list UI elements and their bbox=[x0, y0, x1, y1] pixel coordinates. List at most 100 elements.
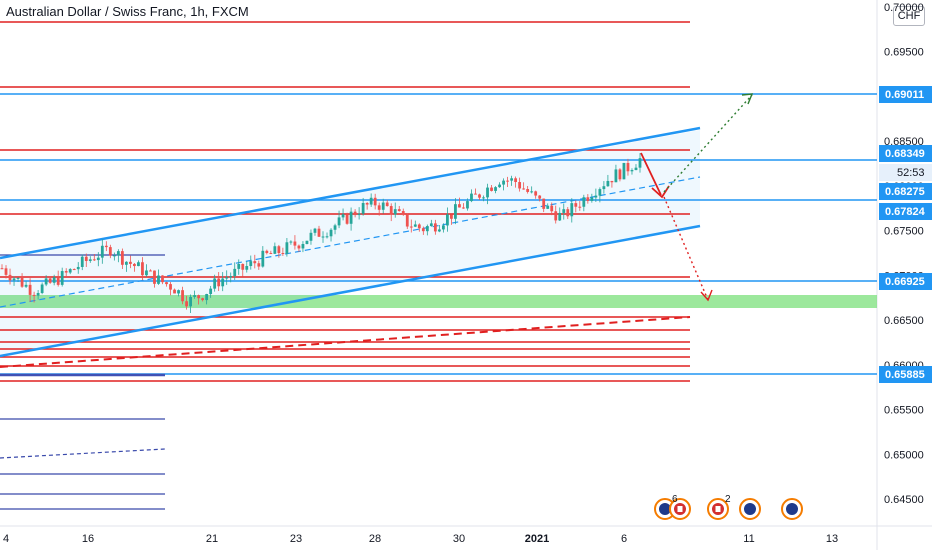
candle-body bbox=[285, 242, 289, 254]
y-tick-label: 0.67500 bbox=[884, 226, 924, 238]
candle-body bbox=[161, 275, 164, 283]
candle-body bbox=[124, 261, 128, 265]
x-tick-label: 13 bbox=[826, 533, 838, 545]
tag-support-text: 0.65885 bbox=[885, 369, 925, 381]
candle-body bbox=[80, 256, 84, 267]
candle-body bbox=[486, 187, 489, 198]
channel-lower-line[interactable] bbox=[0, 224, 701, 358]
tag-countdown bbox=[879, 164, 932, 181]
candle-body bbox=[173, 289, 176, 294]
candle-body bbox=[590, 197, 594, 201]
candle-body bbox=[317, 228, 321, 237]
candle-body bbox=[289, 241, 293, 243]
green-projection-head bbox=[741, 93, 754, 105]
candle-body bbox=[76, 266, 80, 270]
y-tick-label: 0.65500 bbox=[884, 405, 924, 417]
currency-badge[interactable]: CHF bbox=[893, 6, 925, 26]
candle-body bbox=[64, 271, 68, 273]
candle-body bbox=[562, 209, 566, 213]
candle-body bbox=[397, 209, 401, 212]
tag-current bbox=[879, 145, 932, 162]
candle-body bbox=[349, 211, 353, 224]
candle-body bbox=[137, 262, 140, 267]
x-tick-label: 23 bbox=[290, 533, 302, 545]
candle-body bbox=[185, 301, 188, 307]
candle-body bbox=[470, 193, 473, 202]
candle-body bbox=[357, 213, 361, 216]
candle-body bbox=[72, 269, 76, 271]
candle-body bbox=[454, 204, 457, 219]
candle-body bbox=[337, 217, 341, 226]
x-tick-label: 2021 bbox=[525, 533, 549, 545]
candle-body bbox=[84, 256, 88, 261]
candle-body bbox=[333, 225, 337, 230]
candle-body bbox=[610, 180, 614, 183]
event-badges[interactable]: 6 2 bbox=[654, 494, 803, 520]
y-tick-label: 0.65000 bbox=[884, 449, 924, 461]
candle-body bbox=[522, 188, 526, 190]
candle-body bbox=[425, 226, 429, 232]
candle-body bbox=[389, 206, 393, 215]
candle-body bbox=[169, 284, 172, 290]
candle-body bbox=[221, 278, 225, 287]
candle-body bbox=[141, 262, 144, 276]
candle-body bbox=[502, 180, 505, 185]
blue-level-lines[interactable] bbox=[0, 93, 877, 377]
candle-body bbox=[197, 295, 201, 299]
candle-body bbox=[365, 203, 369, 205]
price-axis[interactable]: 0.700000.695000.690000.685000.680000.675… bbox=[884, 2, 924, 506]
candle-body bbox=[606, 180, 610, 187]
candle-body bbox=[96, 257, 100, 261]
candle-body bbox=[458, 204, 461, 208]
candle-body bbox=[393, 209, 397, 215]
candle-body bbox=[345, 214, 349, 224]
candle-body bbox=[582, 197, 586, 207]
red-dotted-projection[interactable] bbox=[663, 196, 709, 301]
tag-mid-a bbox=[879, 183, 932, 200]
candle-body bbox=[377, 205, 381, 210]
candle-body bbox=[401, 211, 405, 215]
tag-mid-a-text: 0.68275 bbox=[885, 186, 925, 198]
candle-body bbox=[482, 197, 485, 199]
red-arrow-head bbox=[651, 185, 670, 199]
candle-body bbox=[373, 197, 377, 206]
x-tick-label: 21 bbox=[206, 533, 218, 545]
support-zone[interactable] bbox=[0, 295, 877, 308]
candle-body bbox=[614, 169, 618, 183]
candle-body bbox=[602, 186, 606, 190]
candle-body bbox=[56, 277, 60, 285]
candle-body bbox=[225, 277, 229, 279]
candle-body bbox=[538, 195, 542, 199]
candle-body bbox=[441, 225, 445, 230]
candle-body bbox=[261, 250, 265, 267]
badge-count: 6 bbox=[672, 494, 678, 505]
chart-title: Australian Dollar / Swiss Franc, 1h, FXC… bbox=[6, 4, 249, 19]
y-tick-label: 0.70000 bbox=[884, 2, 924, 14]
candle-body bbox=[421, 228, 425, 232]
candles bbox=[0, 153, 642, 314]
short-navy-lines[interactable] bbox=[0, 254, 166, 510]
candle-body bbox=[129, 261, 132, 264]
red-dashed-trend[interactable] bbox=[0, 316, 691, 368]
candle-body bbox=[205, 294, 209, 301]
candle-body bbox=[445, 214, 449, 226]
candle-body bbox=[277, 246, 281, 254]
candle-body bbox=[353, 211, 357, 216]
candle-body bbox=[100, 245, 104, 258]
candle-body bbox=[133, 263, 136, 267]
candle-body bbox=[309, 232, 313, 241]
y-tick-label: 0.66500 bbox=[884, 315, 924, 327]
candle-body bbox=[626, 162, 630, 172]
candle-body bbox=[510, 178, 513, 181]
channel-upper-line[interactable] bbox=[0, 126, 701, 260]
candle-body bbox=[313, 228, 317, 233]
tag-countdown-text: 52:53 bbox=[897, 167, 925, 179]
green-dotted-projection[interactable] bbox=[663, 94, 753, 193]
candle-body bbox=[281, 253, 285, 255]
red-arrow[interactable] bbox=[640, 152, 662, 196]
candle-body bbox=[578, 206, 582, 208]
x-tick-label: 30 bbox=[453, 533, 465, 545]
time-axis[interactable]: 4 16 21 23 28 30 2021 6 11 13 bbox=[3, 533, 838, 545]
candle-body bbox=[153, 270, 156, 284]
